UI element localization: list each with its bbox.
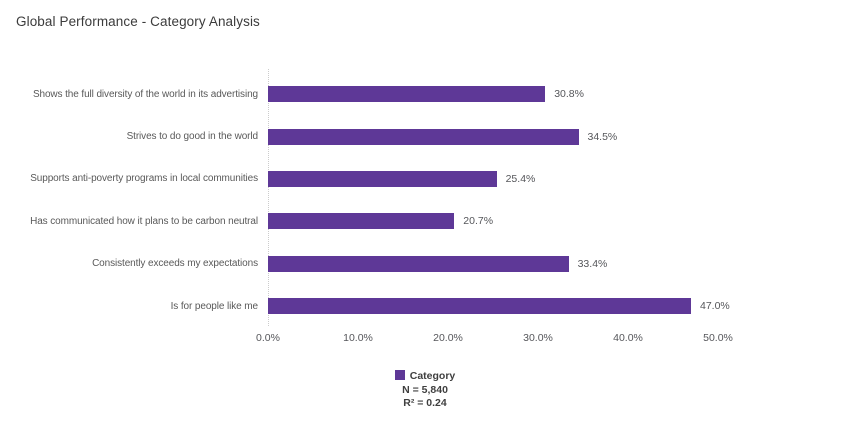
legend-series-line: Category [0,370,850,384]
value-label: 47.0% [700,300,730,313]
bar-row: Strives to do good in the world 34.5% [0,115,850,157]
x-tick-label: 50.0% [703,332,733,344]
bar[interactable] [268,86,546,103]
plot-cell: 25.4% [268,170,536,187]
bar-rows: Shows the full diversity of the world in… [0,73,850,327]
x-tick-label: 10.0% [343,332,373,344]
category-label: Has communicated how it plans to be carb… [30,215,258,227]
legend: Category N = 5,840 R² = 0.24 [0,370,850,411]
category-label: Consistently exceeds my expectations [92,258,258,270]
x-tick-label: 30.0% [523,332,553,344]
x-tick-label: 20.0% [433,332,463,344]
bar-row: Has communicated how it plans to be carb… [0,200,850,242]
value-label: 30.8% [554,88,584,101]
x-axis: 0.0% 10.0% 20.0% 30.0% 40.0% 50.0% [0,332,850,346]
category-label: Is for people like me [170,300,258,312]
bar[interactable] [268,128,579,145]
plot-cell: 34.5% [268,128,618,145]
y-axis-baseline [268,69,269,326]
legend-swatch-icon [394,370,405,380]
plot-cell: 47.0% [268,298,730,315]
bar[interactable] [268,255,569,272]
legend-sample-size: N = 5,840 [402,383,448,396]
value-label: 20.7% [463,215,494,228]
bar-row: Shows the full diversity of the world in… [0,73,850,115]
bar[interactable] [268,298,691,315]
category-label: Supports anti-poverty programs in local … [30,173,258,185]
legend-r-squared: R² = 0.24 [403,397,447,409]
chart-title: Global Performance - Category Analysis [16,14,260,29]
plot-cell: 30.8% [268,86,584,103]
value-label: 33.4% [577,257,608,270]
value-label: 34.5% [587,130,618,143]
bar-row: Is for people like me 47.0% [0,285,850,327]
bar-row: Supports anti-poverty programs in local … [0,158,850,200]
bar-row: Consistently exceeds my expectations 33.4… [0,243,850,285]
bar[interactable] [268,213,455,230]
legend-series-label: Category [409,370,456,382]
category-label: Strives to do good in the world [126,131,259,143]
plot-cell: 33.4% [268,255,608,272]
x-tick-label: 0.0% [256,332,280,344]
bar[interactable] [268,170,497,187]
value-label: 25.4% [505,172,536,185]
x-tick-label: 40.0% [613,332,643,344]
category-label: Shows the full diversity of the world in… [32,88,258,100]
plot-cell: 20.7% [268,213,494,230]
